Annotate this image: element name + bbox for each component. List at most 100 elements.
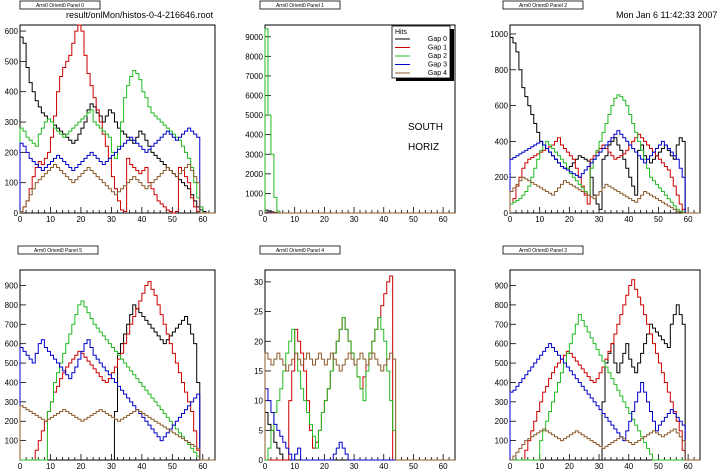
y-tick-label: 10 bbox=[254, 397, 263, 406]
y-tick-label: 30 bbox=[254, 278, 263, 287]
series-gap0 bbox=[509, 37, 700, 214]
y-tick-label: 20 bbox=[254, 337, 263, 346]
y-tick-label: 2000 bbox=[245, 170, 263, 179]
y-tick-label: 200 bbox=[5, 148, 19, 157]
x-tick-label: 60 bbox=[439, 462, 448, 469]
y-tick-label: 400 bbox=[5, 378, 19, 387]
y-tick-label: 1000 bbox=[245, 189, 263, 198]
histogram-panel-2: Arm0 Orient0 Panel 20 10 20 30 40 50 600200400… bbox=[490, 0, 701, 224]
series-gap4 bbox=[509, 176, 700, 214]
y-tick-label: 1000 bbox=[490, 30, 508, 39]
x-tick-label: 50 bbox=[409, 462, 418, 469]
y-tick-label: 400 bbox=[495, 378, 509, 387]
plot-frame bbox=[264, 269, 456, 461]
series-gap4 bbox=[19, 163, 215, 214]
y-tick-label: 15 bbox=[254, 367, 263, 376]
y-tick-label: 200 bbox=[495, 417, 509, 426]
x-tick-label: 50 bbox=[409, 215, 418, 224]
y-tick-label: 100 bbox=[5, 179, 19, 188]
x-tick-label: 10 bbox=[46, 215, 55, 224]
y-tick-label: 800 bbox=[495, 66, 509, 75]
histogram-panel-5: Arm0 Orient0 Panel 3 0 10 20 30 40 50 60 100 200 3… bbox=[495, 245, 701, 469]
x-tick-label: 40 bbox=[624, 215, 633, 224]
x-tick-label: 30 bbox=[107, 215, 116, 224]
y-tick-label: 500 bbox=[5, 359, 19, 368]
y-tick-label: 3000 bbox=[245, 150, 263, 159]
series-gap2 bbox=[20, 300, 215, 461]
y-tick-label: 300 bbox=[5, 118, 19, 127]
x-tick-label: 40 bbox=[137, 215, 146, 224]
y-tick-label: 600 bbox=[5, 340, 19, 349]
panel-title-box bbox=[17, 245, 99, 255]
y-tick-label: 900 bbox=[5, 282, 19, 291]
histogram-panel-4: Arm0 Orient0 Panel 4 0 10 20 30 40 50 60 0 5 10 15 2… bbox=[254, 245, 456, 469]
x-tick-label: 60 bbox=[198, 215, 207, 224]
y-tick-label: 600 bbox=[5, 27, 19, 36]
annotation-horiz: HORIZ bbox=[408, 142, 439, 153]
series-gap4 bbox=[264, 352, 455, 461]
legend-title: Hits bbox=[395, 29, 408, 36]
legend-box bbox=[391, 25, 451, 79]
y-tick-label: 200 bbox=[495, 173, 509, 182]
y-tick-label: 800 bbox=[5, 301, 19, 310]
series-gap3 bbox=[264, 388, 455, 461]
series-gap4 bbox=[510, 428, 700, 461]
panel-title: Arm0 Orient0 Panel 4 bbox=[276, 248, 324, 254]
y-tick-label: 0 bbox=[14, 209, 19, 218]
series-gap3 bbox=[19, 127, 215, 214]
panel-title: Arm0 Orient0 Panel 1 bbox=[276, 3, 324, 9]
x-tick-label: 60 bbox=[439, 215, 448, 224]
x-tick-label: 50 bbox=[654, 462, 663, 469]
x-tick-label: 30 bbox=[350, 215, 359, 224]
x-tick-label: 10 bbox=[46, 462, 55, 469]
x-tick-label: 0 bbox=[508, 215, 513, 224]
y-tick-label: 500 bbox=[495, 359, 509, 368]
y-tick-label: 6000 bbox=[245, 92, 263, 101]
series-gap1 bbox=[265, 275, 455, 461]
file-name-label: result/onlMon/histos-0-4-216646.root bbox=[66, 10, 214, 20]
y-tick-label: 600 bbox=[495, 102, 509, 111]
series-gap0 bbox=[510, 304, 700, 461]
x-tick-label: 30 bbox=[350, 462, 359, 469]
y-tick-label: 4000 bbox=[245, 131, 263, 140]
x-tick-label: 0 bbox=[18, 462, 23, 469]
y-tick-label: 300 bbox=[5, 398, 19, 407]
legend-entry: Gap 4 bbox=[428, 70, 447, 77]
series-gap4 bbox=[19, 405, 215, 461]
panel-title: Arm0 Orient0 Panel 0 bbox=[36, 3, 84, 9]
histogram-panel-3: Arm0 Orient0 Panel 5 0 10 20 30 40 50 60 100 200 3… bbox=[5, 245, 216, 469]
y-tick-label: 400 bbox=[5, 88, 19, 97]
panel-title: Arm0 Orient0 Panel 3 bbox=[519, 248, 567, 254]
panel-title-box bbox=[259, 245, 341, 255]
y-tick-label: 800 bbox=[495, 301, 509, 310]
y-tick-label: 0 bbox=[504, 209, 509, 218]
series-gap0 bbox=[264, 412, 455, 461]
x-tick-label: 20 bbox=[320, 215, 329, 224]
y-tick-label: 7000 bbox=[245, 72, 263, 81]
series-gap2 bbox=[510, 314, 700, 461]
series-gap3 bbox=[509, 343, 700, 461]
series-gap2 bbox=[509, 94, 700, 214]
x-tick-label: 20 bbox=[76, 215, 85, 224]
x-tick-label: 60 bbox=[684, 215, 693, 224]
y-tick-label: 700 bbox=[5, 320, 19, 329]
y-tick-label: 900 bbox=[495, 282, 509, 291]
x-tick-label: 10 bbox=[535, 215, 544, 224]
legend-entry: Gap 0 bbox=[428, 36, 447, 43]
x-tick-label: 30 bbox=[107, 462, 116, 469]
legend-entry: Gap 2 bbox=[428, 53, 447, 60]
y-tick-label: 300 bbox=[495, 398, 509, 407]
x-tick-label: 20 bbox=[565, 462, 574, 469]
histogram-panel-1: Arm0 Orient0 Panel 1 0 10 20 30 40 50 60 0 1000 20… bbox=[245, 0, 456, 224]
x-tick-label: 50 bbox=[168, 462, 177, 469]
panel-title-box bbox=[19, 0, 101, 10]
panel-title-box bbox=[502, 245, 584, 255]
legend-entry: Gap 1 bbox=[428, 45, 447, 52]
x-tick-label: 0 bbox=[508, 462, 513, 469]
x-tick-label: 40 bbox=[379, 215, 388, 224]
y-tick-label: 200 bbox=[5, 417, 19, 426]
y-tick-label: 25 bbox=[254, 308, 263, 317]
x-tick-label: 50 bbox=[168, 215, 177, 224]
